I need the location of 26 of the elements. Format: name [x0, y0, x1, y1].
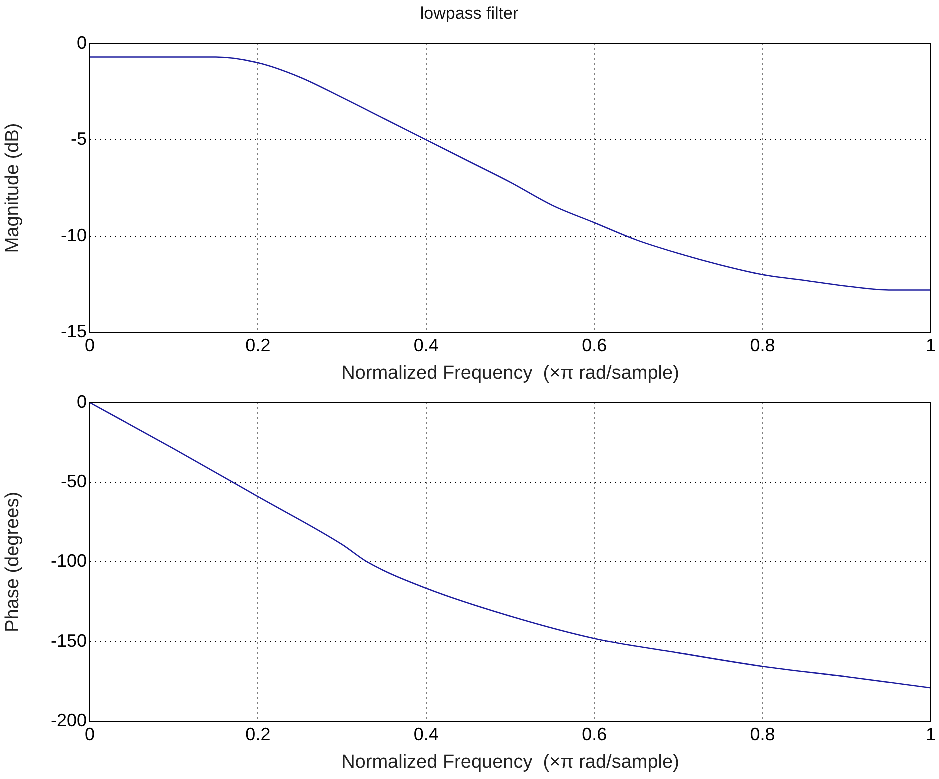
x-tick-label: 0.2: [246, 724, 271, 744]
x-tick-label: 0.4: [414, 724, 439, 744]
y-tick-label: -150: [50, 630, 87, 651]
y-tick-label: 0: [76, 32, 87, 53]
y-tick-label: -15: [60, 322, 87, 342]
x-axis-title: Normalized Frequency (×π rad/sample): [342, 362, 680, 384]
y-tick-label: -10: [60, 225, 87, 246]
y-axis-title: Magnitude (dB): [2, 123, 24, 254]
line-series: [90, 402, 931, 689]
x-tick-label: 0.4: [414, 335, 439, 356]
chart-title: lowpass filter: [419, 4, 520, 24]
x-tick-label: 0.8: [750, 335, 776, 356]
y-tick-label: -50: [60, 471, 87, 492]
x-tick-label: 0.2: [246, 335, 271, 356]
x-tick-label: 0.6: [582, 724, 608, 744]
y-tick-label: -5: [70, 129, 87, 150]
x-tick-label: 1: [926, 335, 936, 356]
x-axis-title: Normalized Frequency (×π rad/sample): [342, 752, 680, 773]
line-series: [90, 56, 931, 291]
x-tick-label: 1: [926, 724, 936, 744]
x-tick-label: 0.6: [582, 335, 608, 356]
y-axis-title: Phase (degrees): [2, 492, 24, 632]
x-tick-label: 0.8: [750, 724, 776, 744]
y-tick-label: -100: [50, 551, 87, 572]
y-tick-label: -200: [50, 710, 87, 731]
y-tick-label: 0: [76, 392, 87, 412]
